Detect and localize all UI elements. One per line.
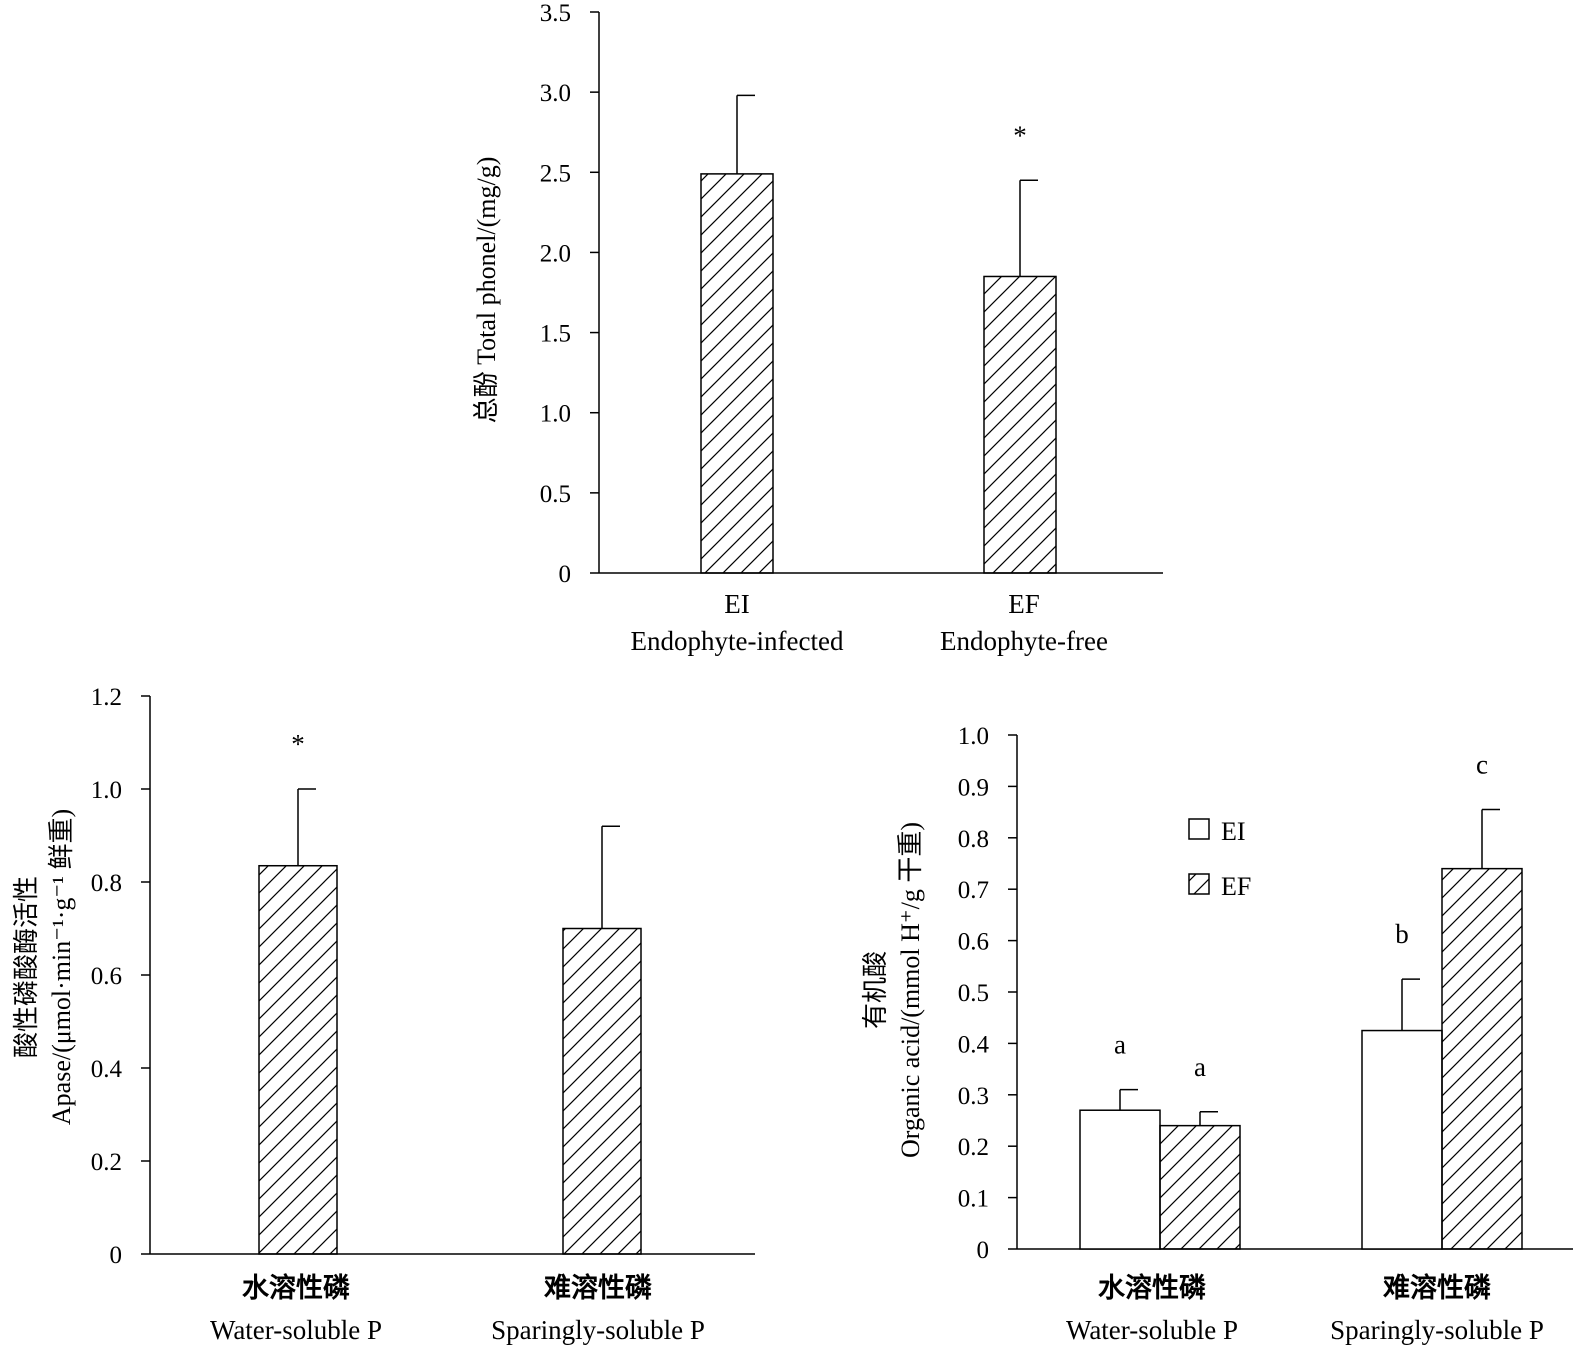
bars: a b a c [1079, 750, 1523, 1250]
y-ticks: 0 0.2 0.4 0.6 0.8 1.0 1.2 [91, 684, 150, 1269]
x-category-label-sparing: Sparingly-soluble P [491, 1315, 705, 1345]
y-ticks: 0 0.1 0.2 0.3 0.4 0.5 0.6 0.7 0.8 0.9 1.0 [958, 723, 1017, 1264]
bars: * [258, 729, 642, 1255]
y-axis-title: 总酚 Total phonel/(mg/g) [472, 157, 501, 424]
legend-swatch-ei [1188, 818, 1210, 840]
y-tick-label: 1.0 [91, 777, 122, 804]
y-tick-label: 0.1 [958, 1186, 989, 1213]
y-tick-label: 1.5 [540, 321, 571, 348]
y-tick-label: 0.2 [91, 1149, 122, 1176]
x-category-cn-sparing: 难溶性磷 [543, 1272, 652, 1304]
y-tick-label: 2.0 [540, 240, 571, 267]
bar [1441, 867, 1523, 1250]
y-tick-label: 0 [559, 561, 572, 588]
y-ticks: 0 0.5 1.0 1.5 2.0 2.5 3.0 3.5 [540, 0, 599, 588]
x-category-label-ef: Endophyte-free [940, 626, 1108, 656]
bar [700, 173, 774, 574]
y-tick-label: 0 [977, 1237, 990, 1264]
legend-swatch-ef [1188, 873, 1210, 895]
x-category-label-sparing: Sparingly-soluble P [1330, 1315, 1544, 1345]
bar [258, 864, 338, 1255]
bar [562, 927, 642, 1255]
significance-letter: a [1194, 1052, 1206, 1082]
y-axis-title-cn: 有机酸 [861, 951, 890, 1029]
chart-total-phenol: 0 0.5 1.0 1.5 2.0 2.5 3.0 3.5 * 总酚 Total phonel… [472, 0, 1163, 656]
y-tick-label: 0.4 [91, 1056, 123, 1083]
y-tick-label: 0.6 [958, 929, 989, 956]
y-tick-label: 0.8 [958, 826, 989, 853]
legend: EI EF [1188, 817, 1251, 901]
significance-mark: * [291, 729, 305, 759]
x-category-code-ef: EF [1008, 589, 1040, 619]
x-category-label-ei: Endophyte-infected [631, 626, 844, 656]
significance-letter: a [1114, 1030, 1126, 1060]
y-tick-label: 1.0 [958, 723, 989, 750]
significance-letter: b [1395, 919, 1409, 949]
y-tick-label: 1.2 [91, 684, 122, 711]
bar [1079, 1109, 1161, 1250]
x-category-cn-sparing: 难溶性磷 [1382, 1272, 1491, 1304]
y-tick-label: 0.7 [958, 877, 989, 904]
y-tick-label: 1.0 [540, 401, 571, 428]
chart-apase: 0 0.2 0.4 0.6 0.8 1.0 1.2 * 酸性磷酸酶活性 Apase/(μmo… [12, 684, 755, 1345]
y-tick-label: 0.3 [958, 1083, 989, 1110]
y-axis-title-cn: 酸性磷酸酶活性 [12, 876, 41, 1058]
y-tick-label: 0 [110, 1242, 123, 1269]
y-axis-title-en: Organic acid/(mmol H⁺/g 干重) [896, 822, 925, 1158]
x-category-cn-water: 水溶性磷 [1098, 1272, 1206, 1304]
bar [1361, 1029, 1443, 1250]
x-category-label-water: Water-soluble P [210, 1315, 382, 1345]
y-tick-label: 3.0 [540, 80, 571, 107]
bar [983, 275, 1057, 574]
y-tick-label: 0.4 [958, 1031, 990, 1058]
y-tick-label: 0.8 [91, 870, 122, 897]
bars: * [700, 94, 1057, 574]
y-tick-label: 0.6 [91, 963, 122, 990]
bar [1159, 1124, 1241, 1250]
significance-mark: * [1013, 120, 1027, 150]
y-tick-label: 0.5 [958, 980, 989, 1007]
y-axis-title-en: Apase/(μmol·min⁻¹·g⁻¹ 鲜重) [47, 809, 76, 1125]
y-tick-label: 0.2 [958, 1134, 989, 1161]
legend-label-ef: EF [1221, 872, 1251, 901]
chart-organic-acid: 0 0.1 0.2 0.3 0.4 0.5 0.6 0.7 0.8 0.9 1.0 a b a c 有机酸… [861, 723, 1573, 1345]
y-tick-label: 3.5 [540, 0, 571, 27]
y-tick-label: 2.5 [540, 160, 571, 187]
x-category-code-ei: EI [724, 589, 749, 619]
x-category-label-water: Water-soluble P [1066, 1315, 1238, 1345]
significance-letter: c [1476, 750, 1488, 780]
y-tick-label: 0.5 [540, 481, 571, 508]
legend-label-ei: EI [1221, 817, 1246, 846]
x-category-cn-water: 水溶性磷 [242, 1272, 350, 1304]
y-tick-label: 0.9 [958, 774, 989, 801]
